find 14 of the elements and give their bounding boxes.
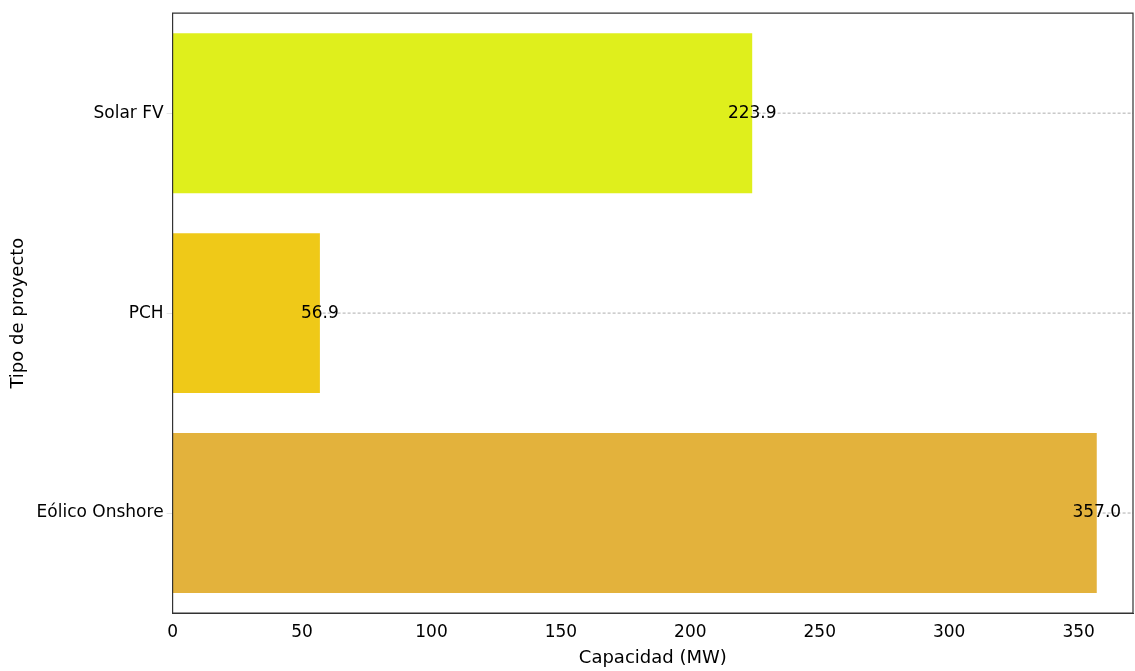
y-tick-label: Eólico Onshore <box>36 501 164 522</box>
x-axis-title: Capacidad (MW) <box>578 645 727 667</box>
y-tick-label: PCH <box>128 301 164 322</box>
y-axis-title: Tipo de proyecto <box>6 237 28 390</box>
x-tick-label: 150 <box>544 620 578 641</box>
x-tick-label: 100 <box>415 620 448 641</box>
y-tick-label: Solar FV <box>93 101 164 122</box>
x-tick-label: 300 <box>932 620 966 641</box>
x-tick-label: 250 <box>803 620 836 641</box>
data-label: 56.9 <box>300 301 339 322</box>
x-tick-label: 350 <box>1062 620 1095 641</box>
x-tick-label: 50 <box>291 620 313 641</box>
x-tick-label: 200 <box>674 620 707 641</box>
x-tick-label: 0 <box>167 620 179 641</box>
